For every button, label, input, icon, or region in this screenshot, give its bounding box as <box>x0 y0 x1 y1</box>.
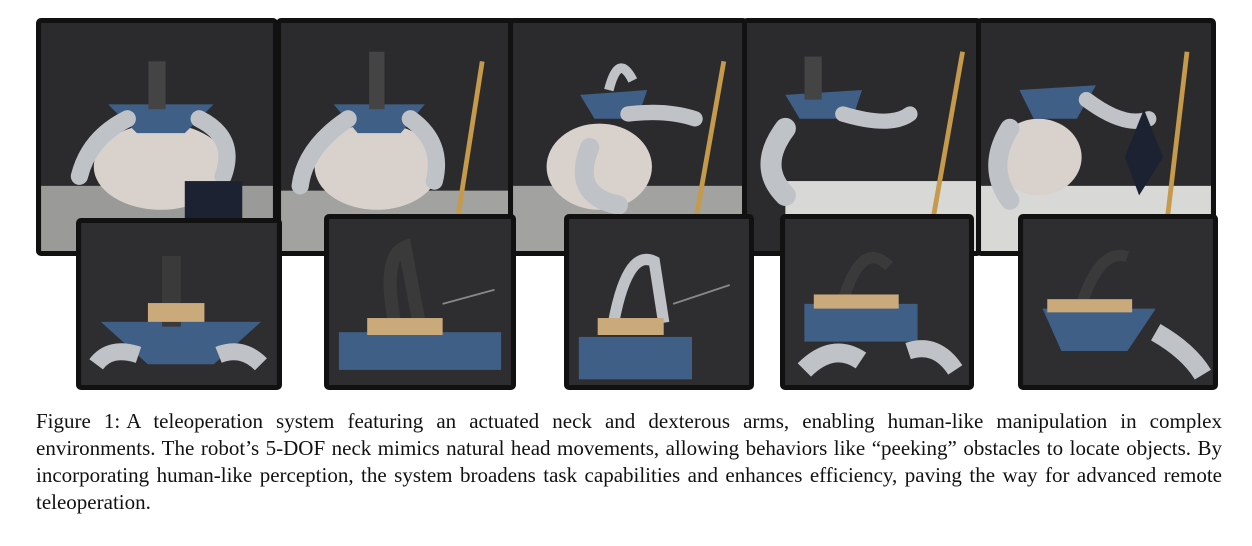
robot-scene-icon <box>513 23 743 251</box>
figure-label: Figure 1: <box>36 409 121 433</box>
neck-closeup-icon <box>569 219 749 385</box>
neck-closeup-icon <box>785 219 969 385</box>
bottom-photo-2 <box>324 214 516 390</box>
robot-scene-icon <box>41 23 273 251</box>
bottom-photo-4 <box>780 214 974 390</box>
neck-closeup-icon <box>329 219 511 385</box>
neck-closeup-icon <box>1023 219 1213 385</box>
figure-caption: Figure 1: A teleoperation system featurin… <box>36 408 1222 516</box>
caption-text: A teleoperation system featuring an actu… <box>36 409 1222 514</box>
neck-closeup-icon <box>81 223 277 385</box>
bottom-photo-5 <box>1018 214 1218 390</box>
top-photo-3 <box>508 18 748 256</box>
figure <box>36 18 1218 390</box>
bottom-photo-1 <box>76 218 282 390</box>
bottom-photo-3 <box>564 214 754 390</box>
